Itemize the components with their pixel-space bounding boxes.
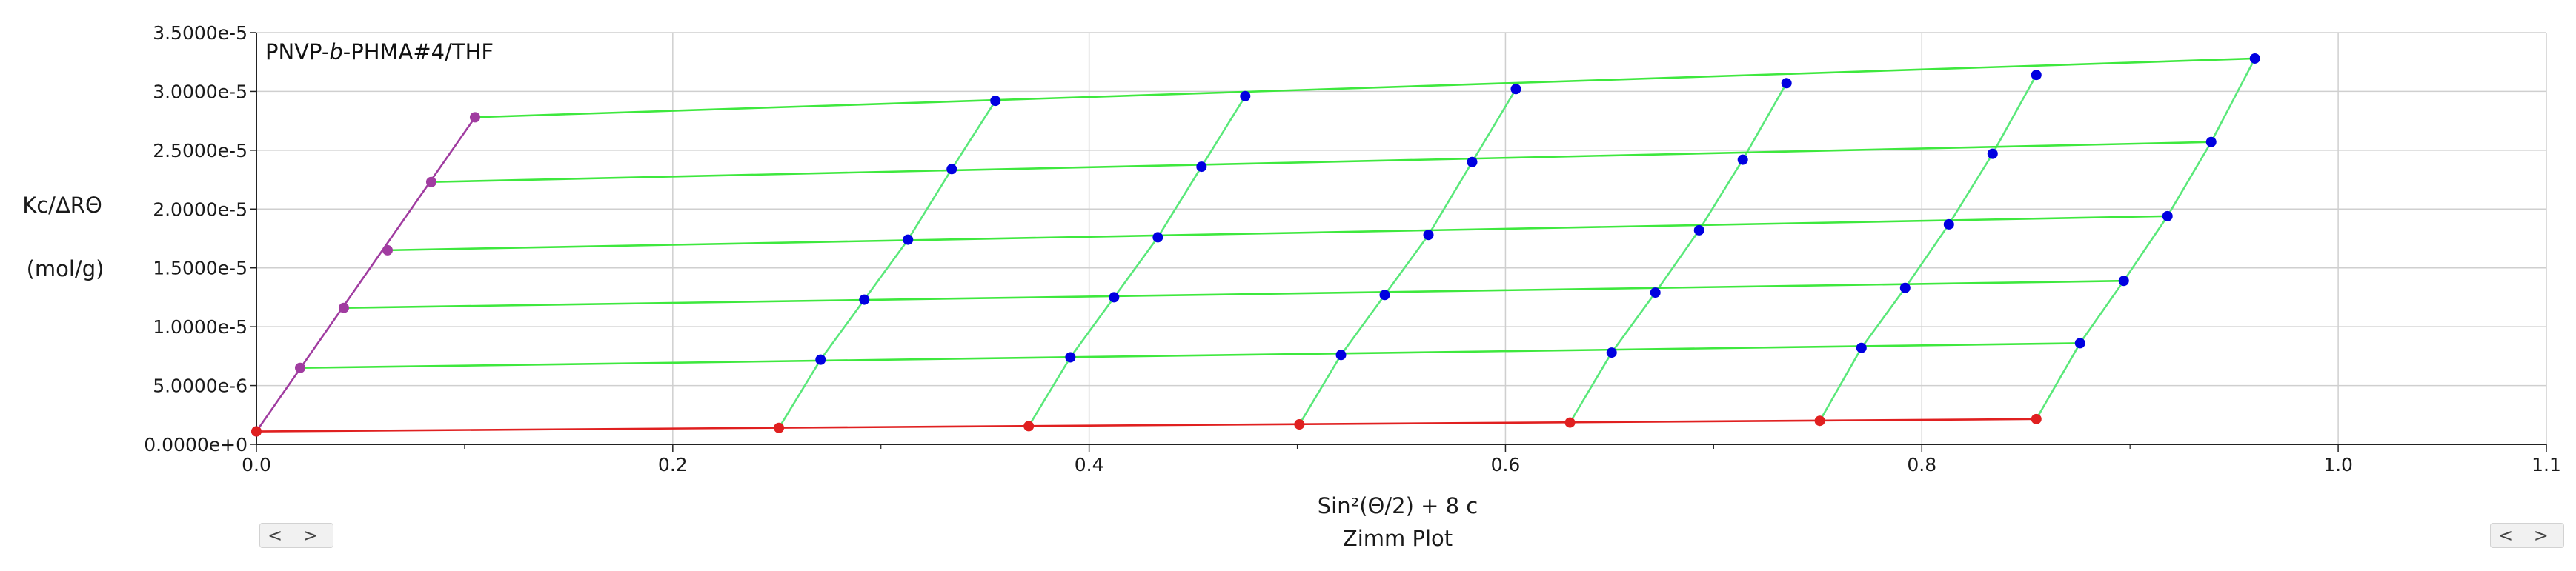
data-point xyxy=(1693,224,1704,236)
data-point xyxy=(1856,342,1867,353)
data-point xyxy=(1467,156,1478,167)
data-point xyxy=(1379,290,1390,301)
angle-series-line xyxy=(1028,96,1246,427)
data-point xyxy=(338,302,349,313)
angle-series-line xyxy=(777,100,997,429)
chart-subtitle: Zimm Plot xyxy=(1343,526,1453,551)
x-tick-label: 1.0 xyxy=(2323,454,2353,475)
data-point xyxy=(859,294,870,305)
data-point xyxy=(1294,418,1305,430)
data-point xyxy=(1023,421,1035,432)
x-tick-label: 0.2 xyxy=(658,454,688,475)
data-point xyxy=(469,112,480,123)
data-point xyxy=(990,96,1001,107)
x-tick-label: 1.1 xyxy=(2532,454,2561,475)
data-point xyxy=(2249,53,2260,64)
concentration-series-line xyxy=(387,215,2168,252)
x-axis-label: Sin²(Θ/2) + 8 c xyxy=(1318,493,1478,518)
concentration-series-line xyxy=(431,141,2211,184)
concentration-series-line xyxy=(474,57,2255,118)
extrapolation-line xyxy=(255,116,477,433)
data-point xyxy=(946,164,957,175)
extrapolation-line xyxy=(256,418,2036,433)
data-point xyxy=(1737,154,1748,165)
scroll-left-nav[interactable]: < > xyxy=(259,523,333,548)
data-point xyxy=(1781,78,1792,89)
x-tick-label: 0.6 xyxy=(1491,454,1521,475)
data-point xyxy=(2162,210,2173,221)
x-tick-label: 0.0 xyxy=(242,454,271,475)
data-point xyxy=(1109,292,1120,303)
data-point xyxy=(382,244,393,256)
data-point xyxy=(1987,148,1998,159)
data-point xyxy=(294,362,305,373)
data-points xyxy=(251,53,2260,437)
angle-series-line xyxy=(2035,58,2256,420)
x-tick-label: 0.4 xyxy=(1075,454,1104,475)
y-tick-label: 0.0000e+0 xyxy=(144,434,248,455)
y-tick-label: 2.5000e-5 xyxy=(153,140,248,161)
y-tick-label: 3.0000e-5 xyxy=(153,81,248,102)
angle-series-line xyxy=(1298,88,1517,425)
y-axis-label: Kc/ΔRΘ xyxy=(22,193,102,218)
data-point xyxy=(425,176,436,187)
data-point xyxy=(1335,350,1347,361)
data-point xyxy=(1650,287,1661,298)
y-tick-label: 1.0000e-5 xyxy=(153,316,248,338)
concentration-series-line xyxy=(343,279,2124,310)
chart-annotation: PNVP-b-PHMA#4/THF xyxy=(265,39,494,64)
x-tick-label: 0.8 xyxy=(1907,454,1936,475)
data-point xyxy=(1943,218,1954,230)
concentration-series-line xyxy=(299,342,2080,370)
data-point xyxy=(1899,282,1911,293)
data-point xyxy=(1814,415,1825,427)
tick-labels: 0.0 0.2 0.4 0.6 0.8 1.0 1.1 0.0000e+0 5.0000e-6 1… xyxy=(144,22,2561,475)
data-point xyxy=(2074,338,2085,349)
data-point xyxy=(2031,413,2042,424)
data-point xyxy=(903,234,914,245)
scroll-right-nav[interactable]: < > xyxy=(2490,523,2564,548)
data-point xyxy=(1152,232,1163,243)
data-point xyxy=(2031,70,2042,81)
data-point xyxy=(1564,417,1576,428)
axes xyxy=(250,32,2547,452)
angle-series-line xyxy=(1819,74,2037,421)
data-point xyxy=(1510,84,1521,95)
data-point xyxy=(2205,136,2217,147)
y-axis-unit: (mol/g) xyxy=(27,256,104,281)
data-point xyxy=(251,426,262,437)
data-point xyxy=(1606,347,1617,358)
angle-series-line xyxy=(1569,82,1787,424)
y-tick-label: 5.0000e-6 xyxy=(153,375,248,397)
y-tick-label: 1.5000e-5 xyxy=(153,258,248,279)
data-point xyxy=(1196,161,1207,173)
data-point xyxy=(1423,230,1434,241)
data-point xyxy=(2118,276,2129,287)
y-tick-label: 3.5000e-5 xyxy=(153,22,248,44)
grid-lines xyxy=(256,32,2547,445)
data-point xyxy=(1065,352,1076,363)
data-point xyxy=(1240,90,1251,101)
data-point xyxy=(815,354,826,365)
data-point xyxy=(774,422,785,433)
series-lines xyxy=(255,57,2256,433)
y-tick-label: 2.0000e-5 xyxy=(153,198,248,220)
